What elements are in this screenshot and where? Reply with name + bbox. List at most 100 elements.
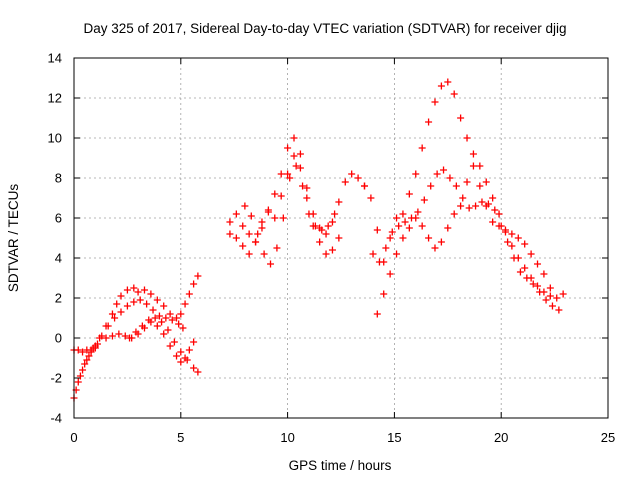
data-point — [264, 206, 272, 214]
data-point — [299, 182, 307, 190]
data-point — [85, 352, 93, 360]
data-point — [433, 170, 441, 178]
data-point — [290, 134, 298, 142]
data-point — [241, 202, 249, 210]
y-axis-label: SDTVAR / TECUs — [6, 184, 21, 293]
data-point — [155, 312, 163, 320]
data-point — [405, 190, 413, 198]
data-point — [74, 346, 82, 354]
data-point — [534, 282, 542, 290]
data-point — [375, 258, 383, 266]
data-point — [151, 314, 159, 322]
data-point — [170, 338, 178, 346]
data-point — [489, 218, 497, 226]
data-point — [254, 230, 262, 238]
data-point — [420, 196, 428, 204]
data-point — [273, 244, 281, 252]
y-tick-label: 8 — [55, 171, 62, 186]
data-point — [173, 314, 181, 322]
data-point — [183, 356, 191, 364]
data-point — [102, 334, 110, 342]
data-point — [425, 118, 433, 126]
data-point — [469, 162, 477, 170]
data-point — [91, 344, 99, 352]
data-point — [495, 222, 503, 230]
data-point — [160, 302, 168, 310]
data-point — [450, 90, 458, 98]
data-point — [108, 310, 116, 318]
chart-title: Day 325 of 2017, Sidereal Day-to-day VTE… — [84, 21, 567, 36]
data-point — [444, 78, 452, 86]
series-track-g — [226, 134, 368, 246]
data-point — [284, 144, 292, 152]
data-point — [160, 330, 168, 338]
data-point — [194, 368, 202, 376]
data-point — [271, 190, 279, 198]
data-point — [296, 150, 304, 158]
data-point — [136, 296, 144, 304]
data-point — [303, 194, 311, 202]
data-point — [472, 202, 480, 210]
tick-layer: 0 5 10 15 20 25 -4 -2 0 2 4 6 8 10 12 14 — [48, 51, 616, 446]
data-point — [290, 152, 298, 160]
data-point — [514, 234, 522, 242]
data-point — [418, 222, 426, 230]
y-tick-label: 12 — [48, 91, 62, 106]
data-point — [267, 260, 275, 268]
data-point — [277, 170, 285, 178]
series-track-c — [96, 272, 202, 342]
data-point — [115, 330, 123, 338]
y-tick-label: -4 — [50, 411, 62, 426]
data-point — [130, 284, 138, 292]
x-axis-label: GPS time / hours — [289, 458, 392, 473]
data-point — [245, 250, 253, 258]
data-point — [149, 306, 157, 314]
data-point — [482, 202, 490, 210]
data-point — [341, 178, 349, 186]
data-point — [536, 288, 544, 296]
y-tick-label: 10 — [48, 131, 62, 146]
data-point — [476, 182, 484, 190]
data-point — [369, 250, 377, 258]
data-point — [476, 162, 484, 170]
data-point — [463, 134, 471, 142]
data-point — [177, 358, 185, 366]
data-point — [132, 328, 140, 336]
data-point — [190, 364, 198, 372]
data-point — [260, 250, 268, 258]
data-point — [143, 300, 151, 308]
data-point — [335, 234, 343, 242]
data-point — [553, 294, 561, 302]
data-point — [555, 306, 563, 314]
data-point — [175, 320, 183, 328]
data-point — [277, 192, 285, 200]
series-track-j — [360, 78, 567, 302]
data-point — [508, 242, 516, 250]
data-point — [245, 230, 253, 238]
data-point — [81, 360, 89, 368]
data-point — [431, 98, 439, 106]
series-track-d — [98, 296, 187, 340]
data-point — [117, 292, 125, 300]
data-point — [104, 322, 112, 330]
data-point — [354, 174, 362, 182]
y-tick-label: 4 — [55, 251, 62, 266]
data-point — [181, 300, 189, 308]
data-point — [393, 250, 401, 258]
data-point — [258, 224, 266, 232]
data-point — [367, 194, 375, 202]
data-point — [111, 314, 119, 322]
x-tick-label: 20 — [494, 430, 508, 445]
data-point — [318, 226, 326, 234]
data-point — [399, 210, 407, 218]
data-point — [548, 302, 556, 310]
data-point — [529, 280, 537, 288]
data-point — [185, 346, 193, 354]
y-tick-label: -2 — [50, 371, 62, 386]
data-point — [427, 182, 435, 190]
data-point — [457, 114, 465, 122]
data-point — [540, 270, 548, 278]
data-point — [74, 378, 82, 386]
data-point — [495, 210, 503, 218]
data-point — [521, 240, 529, 248]
